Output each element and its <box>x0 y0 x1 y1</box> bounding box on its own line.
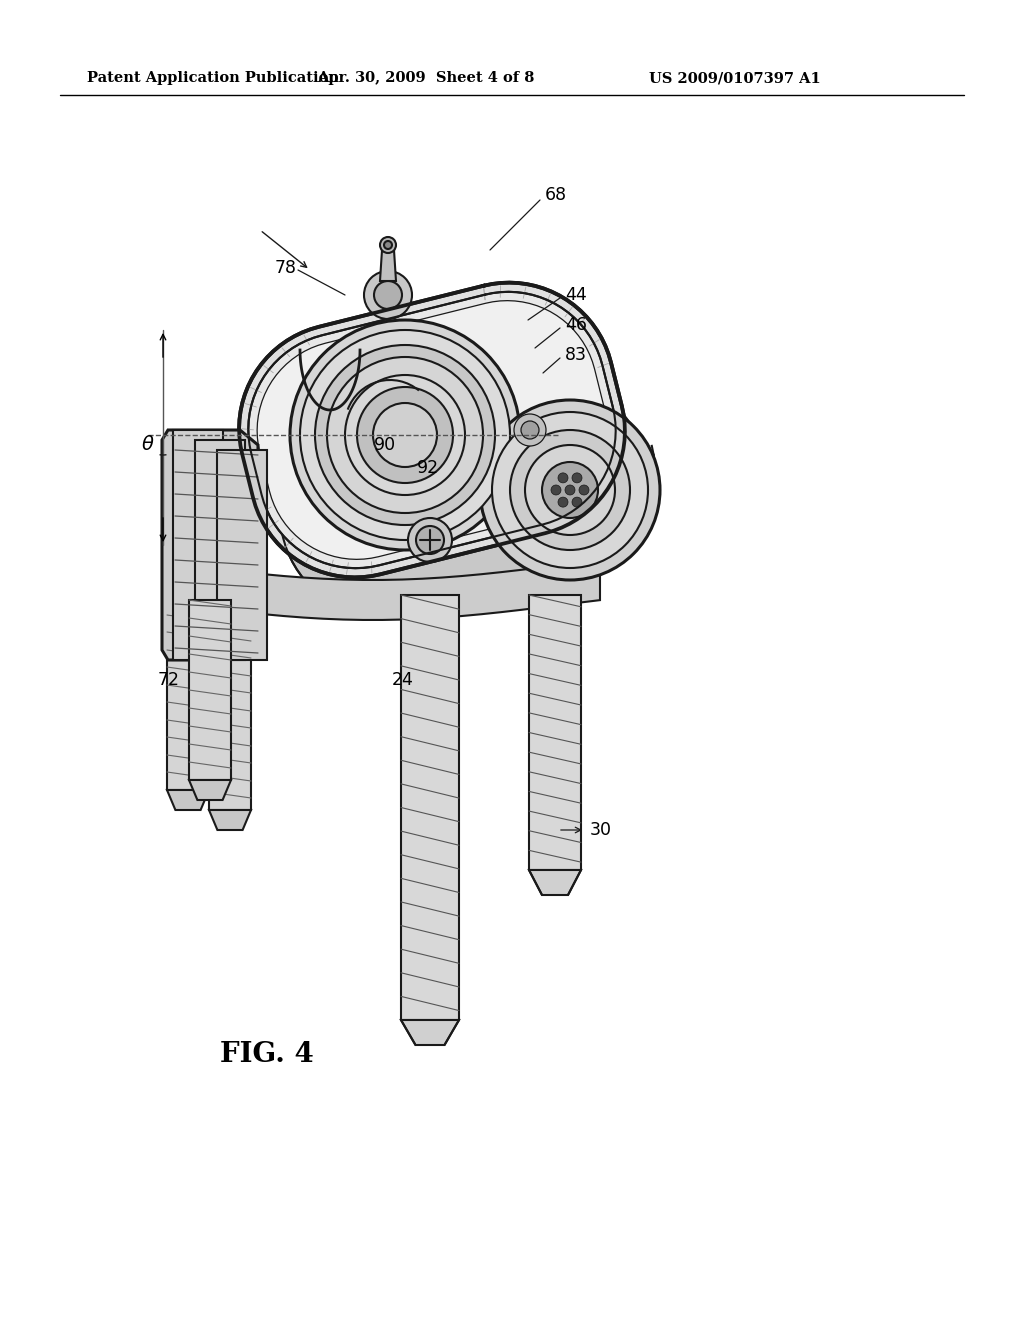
Circle shape <box>510 430 630 550</box>
Polygon shape <box>401 1020 459 1045</box>
Polygon shape <box>189 780 231 800</box>
Circle shape <box>373 403 437 467</box>
Text: $\theta$: $\theta$ <box>141 436 155 454</box>
Text: 83: 83 <box>565 346 587 364</box>
Text: Patent Application Publication: Patent Application Publication <box>87 71 339 84</box>
Polygon shape <box>167 615 209 789</box>
Circle shape <box>315 345 495 525</box>
Circle shape <box>327 356 483 513</box>
Circle shape <box>572 498 582 507</box>
Polygon shape <box>239 282 625 577</box>
Circle shape <box>521 421 539 440</box>
Polygon shape <box>217 450 267 660</box>
Text: 72: 72 <box>158 671 180 689</box>
Text: 90: 90 <box>374 436 396 454</box>
Polygon shape <box>529 870 581 895</box>
Circle shape <box>416 525 444 554</box>
Circle shape <box>542 462 598 517</box>
Text: 92: 92 <box>417 459 439 477</box>
Circle shape <box>357 387 453 483</box>
Circle shape <box>525 445 615 535</box>
Circle shape <box>579 484 589 495</box>
Polygon shape <box>401 595 459 1020</box>
Text: 46: 46 <box>565 315 587 334</box>
Text: 24: 24 <box>392 671 414 689</box>
Text: FIG. 4: FIG. 4 <box>220 1041 313 1068</box>
Polygon shape <box>257 301 607 560</box>
Polygon shape <box>380 249 396 281</box>
Text: US 2009/0107397 A1: US 2009/0107397 A1 <box>649 71 821 84</box>
Circle shape <box>408 517 452 562</box>
Circle shape <box>558 498 568 507</box>
Text: 30: 30 <box>590 821 612 840</box>
Circle shape <box>364 271 412 319</box>
Circle shape <box>290 319 520 550</box>
Circle shape <box>572 473 582 483</box>
Polygon shape <box>529 595 581 870</box>
Circle shape <box>345 375 465 495</box>
Polygon shape <box>209 635 251 810</box>
Polygon shape <box>162 430 258 660</box>
Circle shape <box>514 414 546 446</box>
Polygon shape <box>173 430 223 660</box>
Polygon shape <box>248 292 615 568</box>
Circle shape <box>565 484 575 495</box>
Circle shape <box>551 484 561 495</box>
Circle shape <box>558 473 568 483</box>
Circle shape <box>480 400 660 579</box>
Polygon shape <box>209 810 251 830</box>
Circle shape <box>300 330 510 540</box>
Circle shape <box>384 242 392 249</box>
Polygon shape <box>185 560 600 620</box>
Circle shape <box>380 238 396 253</box>
Text: 44: 44 <box>565 286 587 304</box>
Polygon shape <box>167 789 209 810</box>
Polygon shape <box>189 601 231 780</box>
Text: 78: 78 <box>275 259 297 277</box>
Polygon shape <box>195 440 245 660</box>
Text: Apr. 30, 2009  Sheet 4 of 8: Apr. 30, 2009 Sheet 4 of 8 <box>317 71 535 84</box>
Circle shape <box>492 412 648 568</box>
Polygon shape <box>239 411 655 618</box>
Circle shape <box>374 281 402 309</box>
Text: 68: 68 <box>545 186 567 205</box>
